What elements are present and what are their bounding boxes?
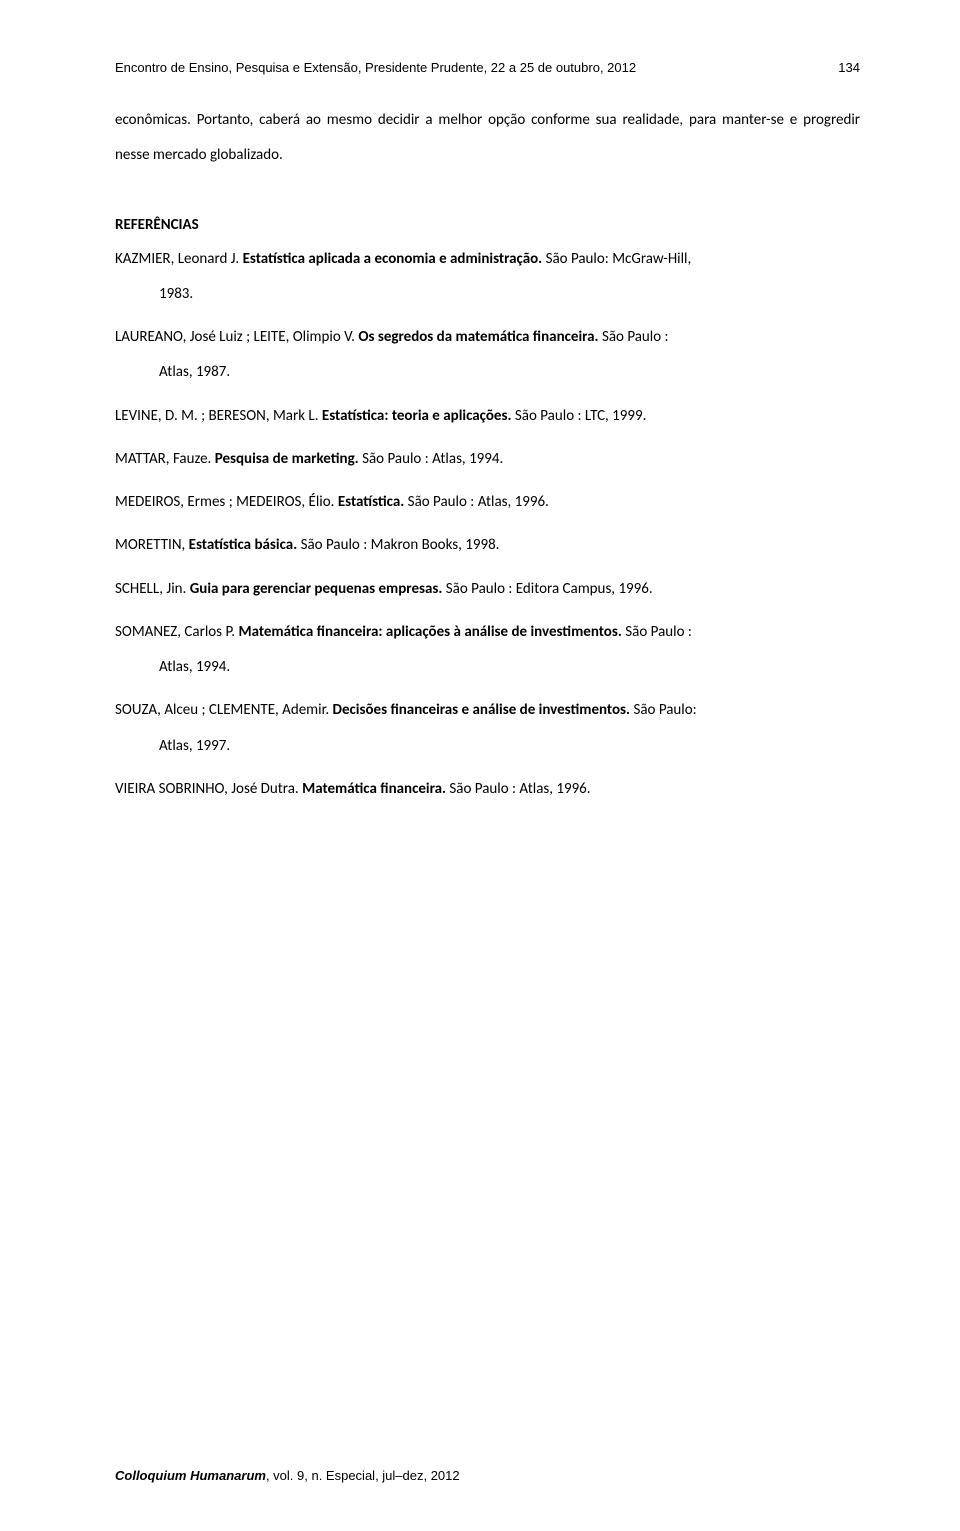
page-header: Encontro de Ensino, Pesquisa e Extensão,… — [115, 60, 860, 75]
ref-author: LAUREANO, José Luiz ; LEITE, Olimpio V. — [115, 328, 358, 346]
reference-item: SOUZA, Alceu ; CLEMENTE, Ademir. Decisõe… — [115, 693, 860, 764]
ref-post: São Paulo: — [630, 701, 697, 719]
page-footer: Colloquium Humanarum, vol. 9, n. Especia… — [115, 1468, 460, 1483]
ref-line2: Atlas, 1994. — [115, 650, 860, 685]
reference-item: LAUREANO, José Luiz ; LEITE, Olimpio V. … — [115, 320, 860, 391]
ref-title: Pesquisa de marketing. — [215, 450, 359, 468]
ref-title: Guia para gerenciar pequenas empresas. — [190, 580, 443, 598]
ref-title: Estatística: teoria e aplicações. — [322, 407, 512, 425]
ref-line2: 1983. — [115, 277, 860, 312]
ref-title: Decisões financeiras e análise de invest… — [333, 701, 631, 719]
ref-author: SOUZA, Alceu ; CLEMENTE, Ademir. — [115, 701, 333, 719]
ref-post: São Paulo : Atlas, 1994. — [359, 450, 504, 468]
ref-title: Matemática financeira: aplicações à anál… — [238, 623, 621, 641]
reference-item: KAZMIER, Leonard J. Estatística aplicada… — [115, 242, 860, 313]
ref-author: SCHELL, Jin. — [115, 580, 190, 598]
reference-item: SCHELL, Jin. Guia para gerenciar pequena… — [115, 572, 860, 607]
references-heading: REFERÊNCIAS — [115, 216, 860, 234]
reference-item: MATTAR, Fauze. Pesquisa de marketing. Sã… — [115, 442, 860, 477]
header-text: Encontro de Ensino, Pesquisa e Extensão,… — [115, 60, 636, 75]
ref-title: Os segredos da matemática financeira. — [358, 328, 598, 346]
ref-post: São Paulo : LTC, 1999. — [511, 407, 646, 425]
reference-item: MORETTIN, Estatística básica. São Paulo … — [115, 528, 860, 563]
ref-author: SOMANEZ, Carlos P. — [115, 623, 238, 641]
ref-line2: Atlas, 1987. — [115, 355, 860, 390]
ref-post: São Paulo : Editora Campus, 1996. — [442, 580, 652, 598]
body-paragraph: econômicas. Portanto, caberá ao mesmo de… — [115, 103, 860, 174]
reference-item: SOMANEZ, Carlos P. Matemática financeira… — [115, 615, 860, 686]
ref-line2: Atlas, 1997. — [115, 729, 860, 764]
reference-item: MEDEIROS, Ermes ; MEDEIROS, Élio. Estatí… — [115, 485, 860, 520]
reference-item: LEVINE, D. M. ; BERESON, Mark L. Estatís… — [115, 399, 860, 434]
ref-author: VIEIRA SOBRINHO, José Dutra. — [115, 780, 302, 798]
page-number: 134 — [838, 60, 860, 75]
footer-title: Colloquium Humanarum — [115, 1468, 266, 1483]
ref-post: São Paulo: McGraw-Hill, — [542, 250, 691, 268]
ref-title: Estatística. — [338, 493, 404, 511]
ref-post: São Paulo : Atlas, 1996. — [446, 780, 591, 798]
reference-item: VIEIRA SOBRINHO, José Dutra. Matemática … — [115, 772, 860, 807]
ref-post: São Paulo : — [622, 623, 692, 641]
ref-author: MEDEIROS, Ermes ; MEDEIROS, Élio. — [115, 493, 338, 511]
ref-author: KAZMIER, Leonard J. — [115, 250, 243, 268]
ref-title: Estatística básica. — [189, 536, 298, 554]
ref-title: Estatística aplicada a economia e admini… — [243, 250, 543, 268]
ref-post: São Paulo : — [599, 328, 669, 346]
ref-post: São Paulo : Atlas, 1996. — [404, 493, 549, 511]
ref-title: Matemática financeira. — [302, 780, 446, 798]
footer-rest: , vol. 9, n. Especial, jul–dez, 2012 — [266, 1468, 460, 1483]
ref-author: MORETTIN, — [115, 536, 189, 554]
ref-author: LEVINE, D. M. ; BERESON, Mark L. — [115, 407, 322, 425]
ref-post: São Paulo : Makron Books, 1998. — [297, 536, 499, 554]
ref-author: MATTAR, Fauze. — [115, 450, 215, 468]
